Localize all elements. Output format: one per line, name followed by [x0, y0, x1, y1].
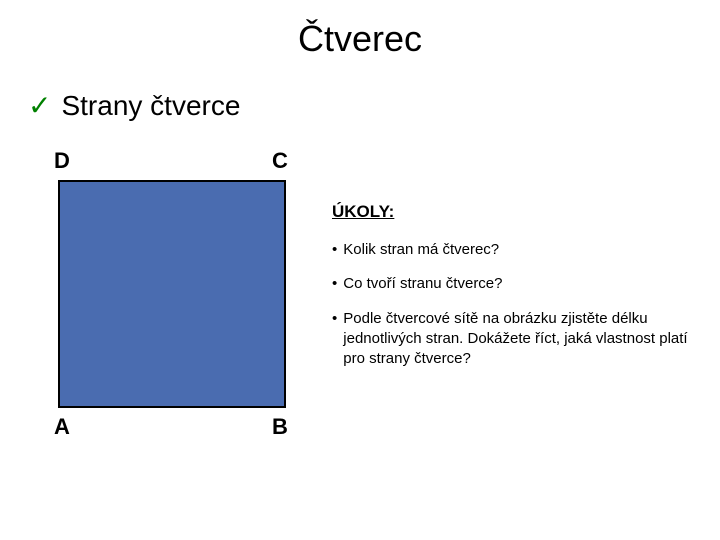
square-shape: [58, 180, 286, 408]
page-title: Čtverec: [0, 0, 720, 60]
task-text: Kolik stran má čtverec?: [343, 240, 499, 260]
tasks-heading: ÚKOLY:: [332, 202, 692, 222]
task-text: Podle čtvercové sítě na obrázku zjistěte…: [343, 309, 692, 370]
check-icon: ✓: [28, 92, 51, 120]
bullet-icon: •: [332, 274, 337, 294]
task-text: Co tvoří stranu čtverce?: [343, 274, 502, 294]
bullet-icon: •: [332, 309, 337, 370]
tasks-panel: ÚKOLY: • Kolik stran má čtverec? • Co tv…: [332, 202, 692, 383]
task-item: • Podle čtvercové sítě na obrázku zjistě…: [332, 309, 692, 370]
task-item: • Kolik stran má čtverec?: [332, 240, 692, 260]
subtitle-row: ✓ Strany čtverce: [28, 90, 720, 122]
vertex-label-d: D: [54, 148, 70, 174]
bullet-icon: •: [332, 240, 337, 260]
subtitle-text: Strany čtverce: [61, 90, 240, 122]
vertex-label-c: C: [272, 148, 288, 174]
vertex-label-a: A: [54, 414, 70, 440]
task-item: • Co tvoří stranu čtverce?: [332, 274, 692, 294]
vertex-label-b: B: [272, 414, 288, 440]
